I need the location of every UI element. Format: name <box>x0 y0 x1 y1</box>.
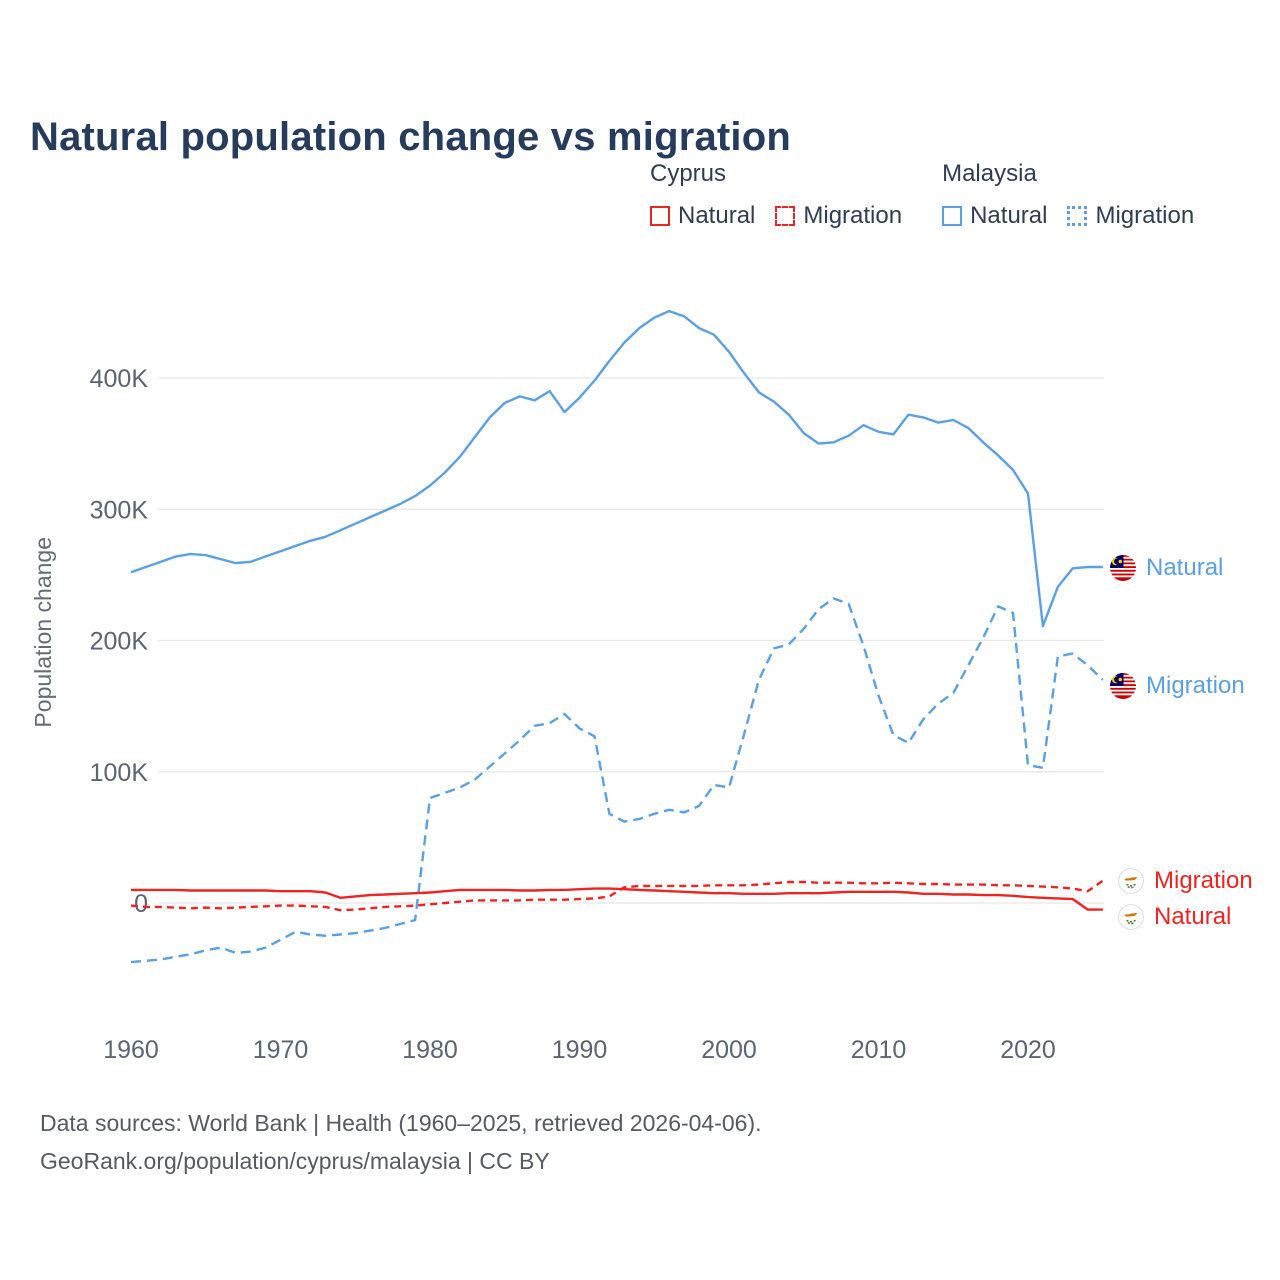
y-tick-label: 200K <box>90 628 149 656</box>
series-label-cyprus-migration: Migration <box>1118 864 1253 898</box>
series-label-malaysia-natural: Natural <box>1110 551 1223 585</box>
legend-group-title-malaysia: Malaysia <box>942 160 1037 187</box>
legend-items-malaysia: Natural Migration <box>942 202 1194 230</box>
legend-item-label: Migration <box>803 202 903 229</box>
series-line-malaysia-migration <box>130 597 1104 964</box>
cyprus-flag-icon <box>1118 868 1144 894</box>
legend-swatch-solid-icon <box>942 206 963 226</box>
legend-group-cyprus: Cyprus Natural Migration <box>650 160 902 230</box>
legend-group-title-cyprus: Cyprus <box>650 160 727 187</box>
legend-item-cyprus-natural[interactable]: Natural <box>650 202 755 230</box>
y-axis-title: Population change <box>30 537 56 728</box>
y-tick-label: 400K <box>90 365 149 393</box>
series-label-text: Natural <box>1154 903 1232 930</box>
x-tick-label: 1980 <box>402 1036 458 1064</box>
legend-swatch-dashed-icon <box>775 206 796 226</box>
x-tick-label: 1970 <box>253 1036 309 1064</box>
series-label-malaysia-migration: Migration <box>1110 669 1245 703</box>
x-tick-label: 1960 <box>103 1036 159 1064</box>
y-tick-label: 300K <box>90 496 149 524</box>
y-tick-label: 0 <box>134 890 148 918</box>
series-line-cyprus-natural <box>131 887 1103 911</box>
legend-item-label: Natural <box>970 202 1048 229</box>
series-label-text: Migration <box>1154 867 1253 894</box>
series-label-text: Natural <box>1146 554 1224 581</box>
x-tick-label: 2010 <box>851 1036 907 1064</box>
malaysia-flag-icon <box>1110 555 1136 581</box>
series-label-cyprus-natural: Natural <box>1118 900 1231 934</box>
legend-swatch-dotted-icon <box>1067 206 1088 226</box>
legend-item-cyprus-migration[interactable]: Migration <box>775 202 902 230</box>
x-tick-label: 2000 <box>701 1036 757 1064</box>
legend-item-label: Natural <box>678 202 756 229</box>
legend-items-cyprus: Natural Migration <box>650 202 902 230</box>
legend: Cyprus Natural Migration Malaysia Natura… <box>650 160 1194 230</box>
y-tick-label: 100K <box>90 759 149 787</box>
cyprus-flag-icon <box>1118 904 1144 930</box>
legend-item-malaysia-migration[interactable]: Migration <box>1067 202 1194 230</box>
footer: Data sources: World Bank | Health (1960–… <box>40 1104 762 1180</box>
footer-attribution-line: GeoRank.org/population/cyprus/malaysia |… <box>40 1148 550 1174</box>
footer-sources-line: Data sources: World Bank | Health (1960–… <box>40 1110 762 1136</box>
legend-item-malaysia-natural[interactable]: Natural <box>942 202 1047 230</box>
series-line-malaysia-natural <box>130 309 1103 628</box>
x-tick-label: 2020 <box>1000 1036 1056 1064</box>
x-tick-label: 1990 <box>552 1036 608 1064</box>
malaysia-flag-icon <box>1110 673 1136 699</box>
series-line-cyprus-migration <box>130 879 1104 912</box>
legend-swatch-solid-icon <box>650 206 670 226</box>
legend-group-malaysia: Malaysia Natural Migration <box>942 160 1194 230</box>
legend-item-label: Migration <box>1095 202 1195 229</box>
series-label-text: Migration <box>1146 672 1245 699</box>
page-title: Natural population change vs migration <box>30 114 792 159</box>
